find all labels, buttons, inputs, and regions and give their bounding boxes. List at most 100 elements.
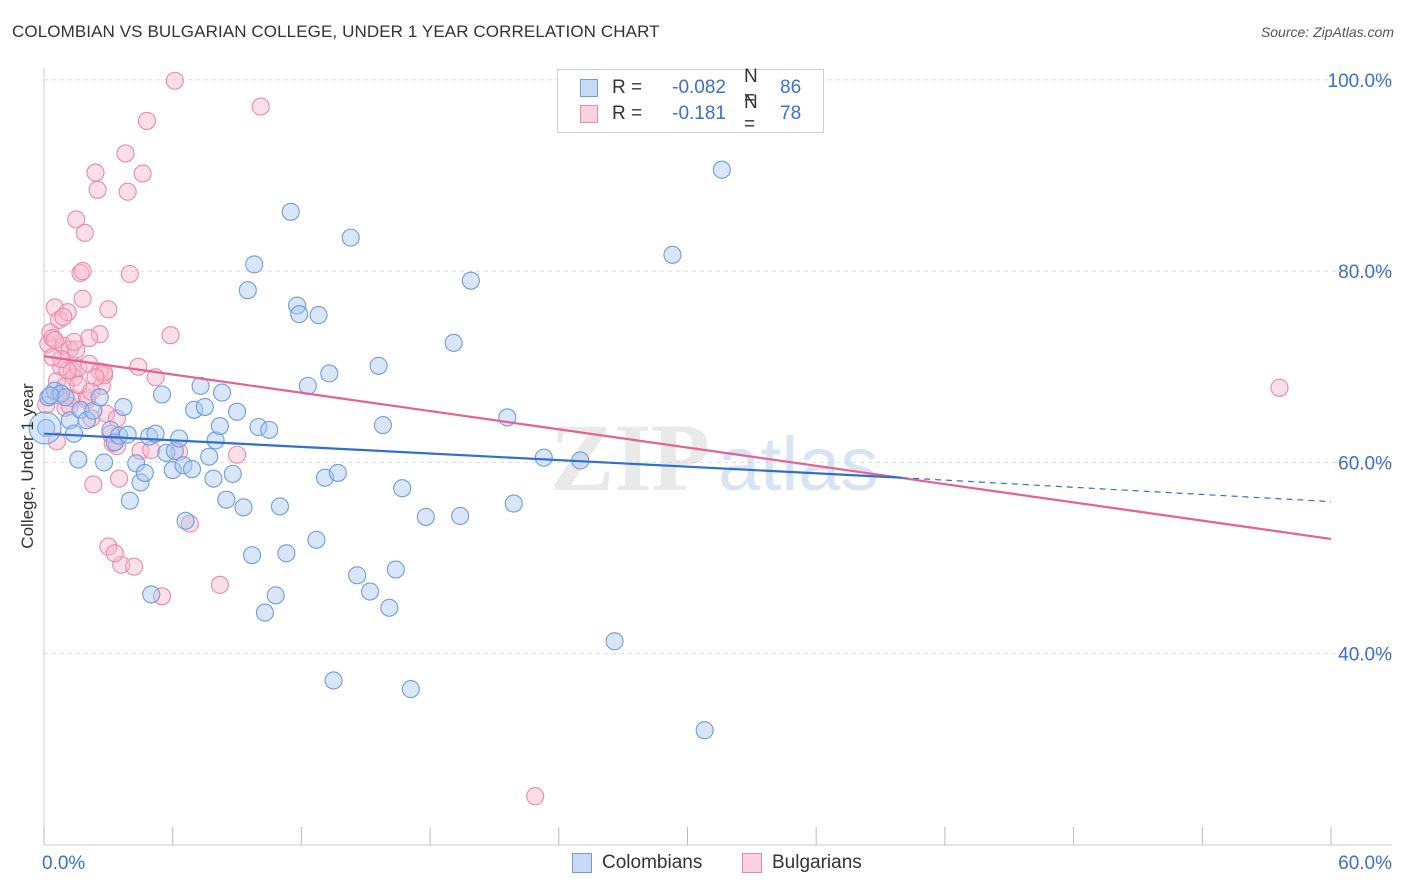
colombian-point bbox=[369, 356, 388, 375]
colombian-point bbox=[504, 494, 523, 513]
colombian-point bbox=[266, 586, 285, 605]
bulgarian-point bbox=[110, 469, 129, 488]
colombian-point bbox=[204, 469, 223, 488]
colombian-point bbox=[64, 424, 84, 443]
bulgarian-point bbox=[37, 395, 56, 415]
bulgarian-point bbox=[137, 111, 157, 130]
bulgarian-point bbox=[54, 307, 73, 327]
colombians-trend-line bbox=[43, 432, 903, 479]
grid-lines bbox=[44, 79, 1392, 655]
colombian-point bbox=[131, 473, 150, 492]
colombian-point bbox=[174, 456, 193, 475]
colombian-point bbox=[281, 202, 300, 221]
colombian-point bbox=[195, 397, 214, 416]
y-tick-label: 60.0% bbox=[1338, 453, 1392, 474]
colombians-legend-label: Colombians bbox=[602, 852, 703, 873]
colombian-point bbox=[605, 632, 624, 651]
colombian-point bbox=[290, 305, 309, 324]
colombian-point bbox=[182, 460, 202, 479]
n-label: N = bbox=[744, 92, 758, 135]
bulgarians-trend-line bbox=[43, 355, 1332, 541]
bulgarian-point bbox=[99, 300, 118, 319]
colombian-point bbox=[348, 566, 367, 585]
legend-item-bulgarians[interactable]: Bulgarians bbox=[742, 852, 862, 874]
colombian-point bbox=[386, 560, 405, 579]
colombians-swatch bbox=[580, 79, 598, 97]
bulgarian-point bbox=[73, 262, 92, 281]
colombian-point bbox=[135, 463, 154, 482]
y-axis-label: College, Under 1 year bbox=[18, 383, 37, 549]
colombian-point bbox=[234, 498, 253, 517]
legend-item-colombians[interactable]: Colombians bbox=[572, 852, 702, 874]
bulgarian-point bbox=[67, 210, 86, 229]
bulgarian-point bbox=[88, 180, 107, 199]
watermark: ZIP atlas bbox=[550, 404, 879, 511]
y-tick-labels: 40.0% 60.0% 80.0% 100.0% bbox=[1328, 71, 1393, 666]
bulgarian-point bbox=[105, 544, 124, 563]
bulgarian-point bbox=[84, 475, 103, 494]
y-tick-label: 40.0% bbox=[1338, 645, 1392, 666]
bulgarian-point bbox=[99, 537, 118, 556]
colombian-point bbox=[37, 418, 56, 438]
watermark-atlas: atlas bbox=[718, 422, 879, 507]
bulgarian-point bbox=[58, 361, 77, 380]
colombian-point bbox=[56, 388, 75, 407]
colombian-point bbox=[77, 411, 96, 430]
bulgarian-point bbox=[86, 163, 105, 182]
legend-row-colombians: R = -0.082 N = 86 bbox=[580, 66, 802, 109]
colombian-point bbox=[206, 431, 225, 450]
bulgarian-point bbox=[161, 326, 180, 345]
bulgarian-point bbox=[64, 332, 84, 351]
r-value: -0.181 bbox=[672, 103, 726, 124]
bulgarians-legend-swatch bbox=[742, 853, 762, 873]
colombian-point bbox=[176, 511, 195, 530]
bulgarian-point bbox=[165, 71, 184, 90]
colombian-point bbox=[255, 603, 274, 622]
colombian-point bbox=[243, 546, 262, 565]
y-tick-label: 100.0% bbox=[1328, 71, 1393, 92]
colombian-point bbox=[185, 400, 204, 419]
r-label: R = bbox=[612, 77, 643, 98]
colombian-point bbox=[170, 429, 189, 448]
colombian-point bbox=[118, 425, 137, 444]
colombian-point bbox=[270, 497, 290, 516]
bulgarians-legend-label: Bulgarians bbox=[772, 852, 862, 873]
bulgarian-point bbox=[47, 432, 66, 451]
colombian-point bbox=[217, 490, 236, 509]
colombian-point bbox=[146, 424, 165, 443]
bulgarian-point bbox=[133, 164, 152, 183]
colombian-point bbox=[28, 411, 62, 445]
colombian-point bbox=[212, 383, 232, 402]
colombian-point bbox=[163, 461, 182, 480]
colombian-point bbox=[416, 507, 435, 526]
legend-row-bulgarians: R = -0.181 N = 78 bbox=[580, 92, 802, 135]
colombian-point bbox=[95, 453, 114, 472]
colombian-point bbox=[309, 306, 328, 325]
bulgarian-point bbox=[1270, 378, 1289, 397]
series-legend: Colombians Bulgarians bbox=[0, 852, 1406, 878]
colombian-point bbox=[401, 680, 420, 699]
bulgarian-point bbox=[125, 557, 144, 576]
colombian-point bbox=[277, 544, 296, 563]
trend-lines bbox=[43, 355, 1332, 541]
n-value: 86 bbox=[780, 77, 802, 98]
chart-title: COLOMBIAN VS BULGARIAN COLLEGE, UNDER 1 … bbox=[12, 22, 660, 41]
bulgarian-point bbox=[251, 97, 270, 116]
bulgarian-point bbox=[120, 264, 139, 284]
n-value: 78 bbox=[780, 103, 802, 124]
colombian-point bbox=[534, 448, 553, 467]
bulgarian-point bbox=[45, 330, 64, 350]
colombian-point bbox=[360, 582, 380, 601]
colombian-point bbox=[328, 463, 347, 482]
colombian-point bbox=[223, 464, 242, 483]
colombian-point bbox=[69, 450, 88, 469]
bulgarian-point bbox=[210, 575, 229, 594]
colombian-point bbox=[249, 417, 268, 437]
colombian-point bbox=[120, 491, 139, 510]
colombians-legend-swatch bbox=[572, 853, 592, 873]
bulgarian-point bbox=[228, 445, 247, 464]
colombian-point bbox=[451, 506, 470, 526]
bulgarian-point bbox=[526, 787, 545, 806]
colombian-point bbox=[307, 530, 326, 549]
